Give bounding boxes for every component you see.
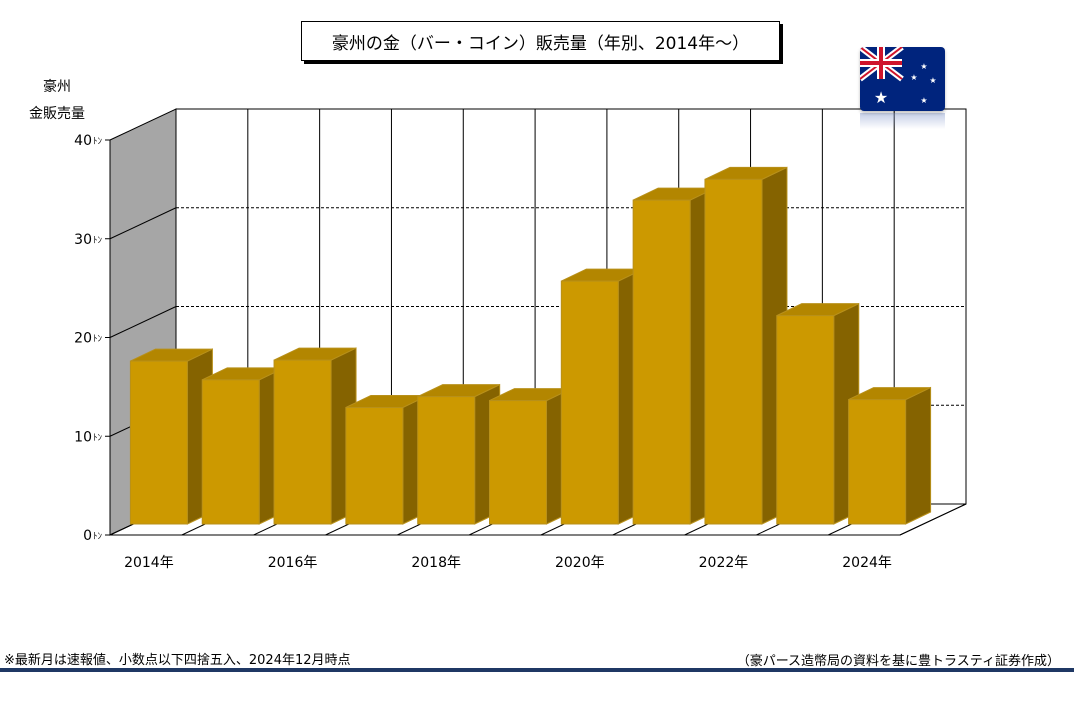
bar xyxy=(489,400,547,525)
bar-side xyxy=(905,386,932,525)
bottom-rule xyxy=(0,668,1074,672)
x-tick-label: 2024年 xyxy=(842,555,892,571)
y-tick-unit: ﾄﾝ xyxy=(93,335,103,345)
y-tick-label: 10 xyxy=(74,429,92,445)
x-tick-label: 2016年 xyxy=(268,555,318,571)
bar xyxy=(704,178,763,525)
x-tick-label: 2018年 xyxy=(411,555,461,571)
svg-text:★: ★ xyxy=(929,76,936,85)
y-axis-label: 豪州 金販売量 xyxy=(18,74,96,128)
y-tick-unit: ﾄﾝ xyxy=(93,236,103,246)
x-tick-label: 2022年 xyxy=(699,555,749,571)
bar xyxy=(776,315,835,525)
x-tick-label: 2020年 xyxy=(555,555,605,571)
bar xyxy=(848,399,907,525)
y-axis-label-line-1: 豪州 xyxy=(43,79,71,95)
y-tick-label: 40 xyxy=(74,133,92,149)
svg-text:★: ★ xyxy=(910,73,917,82)
svg-text:★: ★ xyxy=(920,96,927,105)
bar xyxy=(632,199,691,525)
flag-reflection xyxy=(860,113,945,129)
bar xyxy=(273,359,332,525)
side-wall-gridline xyxy=(109,306,177,338)
bar xyxy=(129,360,188,525)
floor-divider xyxy=(899,503,967,536)
y-axis-label-line-2: 金販売量 xyxy=(29,106,85,122)
y-tick-unit: ﾄﾝ xyxy=(93,137,103,147)
y-tick-label: 0 xyxy=(83,528,92,544)
australian-flag-icon: ★ ★ ★ ★ ★ xyxy=(860,47,945,111)
bar xyxy=(345,406,404,525)
svg-text:★: ★ xyxy=(874,88,888,107)
side-wall-gridline xyxy=(109,207,177,240)
bar xyxy=(560,280,619,525)
x-tick-label: 2014年 xyxy=(124,555,174,571)
chart-title: 豪州の金（バー・コイン）販売量（年別、2014年～） xyxy=(301,21,780,61)
svg-text:★: ★ xyxy=(920,62,927,71)
y-tick-label: 20 xyxy=(74,331,92,347)
bar xyxy=(417,396,476,525)
y-tick-unit: ﾄﾝ xyxy=(93,433,103,443)
footnote-source: （豪パース造幣局の資料を基に豊トラスティ証券作成） xyxy=(736,654,1060,669)
footnote-data-status: ※最新月は速報値、小数点以下四捨五入、2024年12月時点 xyxy=(4,653,351,668)
y-tick-unit: ﾄﾝ xyxy=(93,532,103,542)
y-tick-label: 30 xyxy=(74,232,92,248)
bar xyxy=(201,379,260,525)
